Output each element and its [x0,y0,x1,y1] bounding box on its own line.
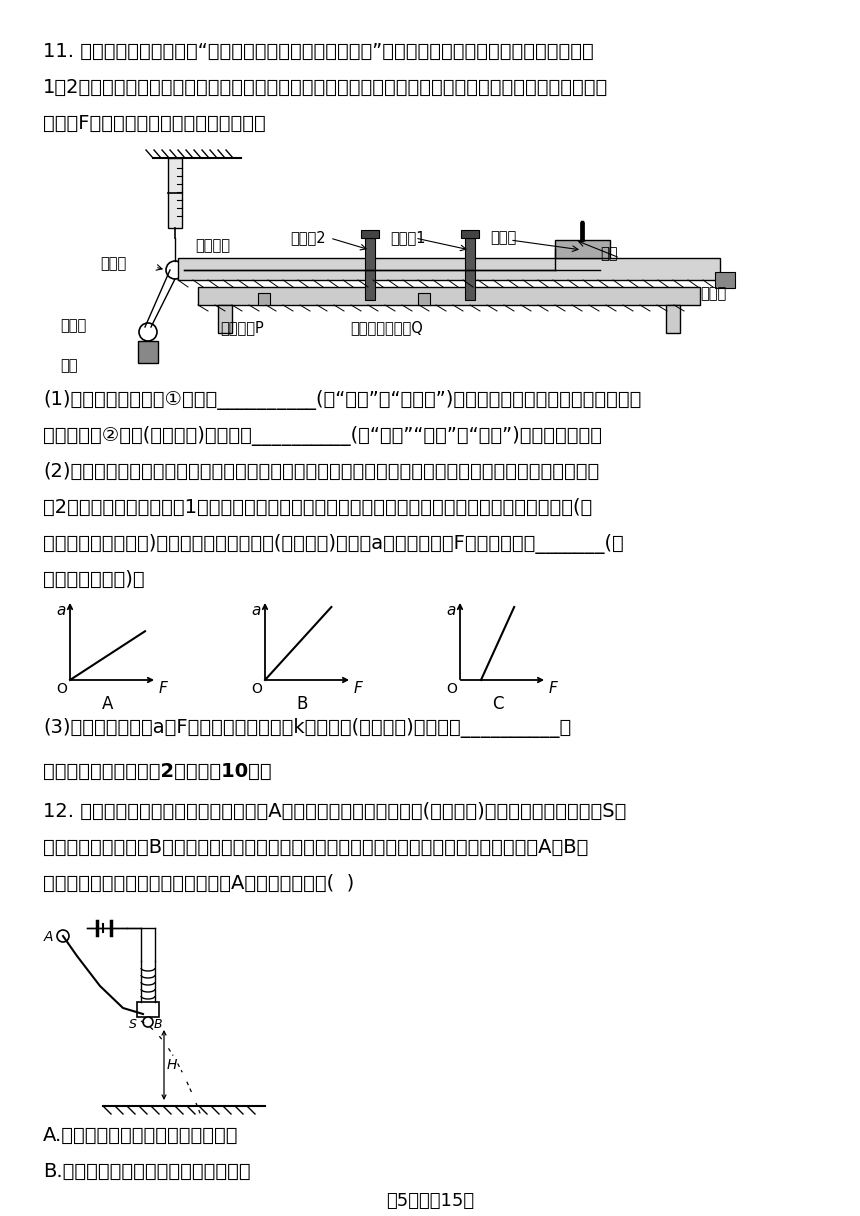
Text: 调节旋钮P: 调节旋钮P [220,320,264,334]
Text: 的示数F，不计细绳与滑轮之间的摩擦力。: 的示数F，不计细绳与滑轮之间的摩擦力。 [43,114,266,133]
Text: 刻度尺调节旋钮Q: 刻度尺调节旋钮Q [350,320,423,334]
Text: A: A [44,930,53,944]
Text: O: O [56,682,67,696]
Bar [361,230,379,238]
Text: (1)根据实验原理图，①实验中__________(填“需要”或“不需要”)保证钩码的质量远小于滑块和遮光条: (1)根据实验原理图，①实验中__________(填“需要”或“不需要”)保证… [43,390,642,410]
Bar [137,1002,159,1017]
Text: a: a [446,603,456,618]
Text: B: B [154,1018,163,1031]
Circle shape [143,1017,153,1028]
Text: 定滑轮: 定滑轮 [100,257,126,271]
Text: (2)某同学实验时，未挂细绳和钩码接通气源，推一下滑块使其从轨道右端向左运动，发现遮光条通过光电: (2)某同学实验时，未挂细绳和钩码接通气源，推一下滑块使其从轨道右端向左运动，发… [43,462,599,482]
Text: 连气源: 连气源 [700,286,726,302]
Text: (3)若该同学作出的a－F图像中图线的斜率为k，则滑块(含遮光条)的质量为__________。: (3)若该同学作出的a－F图像中图线的斜率为k，则滑块(含遮光条)的质量为___… [43,717,571,738]
Bar [168,158,182,229]
Text: O: O [446,682,457,696]
Circle shape [57,930,69,942]
Text: S: S [129,1018,137,1031]
Text: 光电门2: 光电门2 [290,230,326,244]
Bar [461,230,479,238]
Text: O: O [251,682,262,696]
Text: A: A [101,696,114,713]
Text: 球总是同时落地。该实验现象说明了A球在离开轨道后(  ): 球总是同时落地。该实验现象说明了A球在离开轨道后( ) [43,874,354,893]
Text: F: F [159,681,168,696]
Text: 1、2，滑块上固定一遮光条，通过绕过两个滑轮的细绳与弹簧秤相连，实验时改变钩码的质量，读出弹簧秤: 1、2，滑块上固定一遮光条，通过绕过两个滑轮的细绳与弹簧秤相连，实验时改变钩码的… [43,78,608,97]
Bar [465,238,475,300]
Text: 11. 某同学利用图示装置做“探究加速度与物体所受合力关系”的实验，在气垫导轨上安装了两个光电门: 11. 某同学利用图示装置做“探究加速度与物体所受合力关系”的实验，在气垫导轨上… [43,43,593,61]
Bar [580,223,584,240]
Bar [365,238,375,300]
Text: 他实验步骤没有失误)，则该同学作出的滑块(含遮光条)加速度a与弹簧秤拉力F的图像可能是_______(填: 他实验步骤没有失误)，则该同学作出的滑块(含遮光条)加速度a与弹簧秤拉力F的图像… [43,534,623,554]
Text: C: C [492,696,503,713]
Text: 四、实验题：本大题共2小题，共10分。: 四、实验题：本大题共2小题，共10分。 [43,762,272,781]
Bar [178,258,720,280]
Text: 气垫导轨: 气垫导轨 [195,238,230,253]
Text: 滑块: 滑块 [600,246,617,261]
Bar [218,305,232,333]
Text: 钩码: 钩码 [60,358,77,373]
Text: 12. 如图所示，在研究平抛运动时，小球A沿轨道滑下，离开轨道末端(末端水平)时撞开轻质接触式开关S，: 12. 如图所示，在研究平抛运动时，小球A沿轨道滑下，离开轨道末端(末端水平)时… [43,803,626,821]
Text: 动滑轮: 动滑轮 [60,319,86,333]
Bar [138,340,158,364]
Bar [555,240,610,258]
Text: B: B [297,696,308,713]
Text: 遮光条: 遮光条 [490,230,516,244]
Bar [258,293,270,305]
Text: 第5页，共15页: 第5页，共15页 [386,1192,474,1210]
Text: F: F [549,681,558,696]
Text: 图像下方的字母)。: 图像下方的字母)。 [43,570,144,589]
Text: a: a [57,603,66,618]
Text: 被电磁铁吸住的小球B同时自由下落。改变整个装置的高度做同样的实验，发现位于同一高度的A、B两: 被电磁铁吸住的小球B同时自由下落。改变整个装置的高度做同样的实验，发现位于同一高… [43,838,588,857]
Text: B.水平方向的分运动是匀加速直线运动: B.水平方向的分运动是匀加速直线运动 [43,1162,250,1181]
Bar [715,272,735,288]
Bar [418,293,430,305]
Text: a: a [252,603,261,618]
Text: F: F [354,681,363,696]
Bar [666,305,680,333]
Text: 的总质量；②滑块(含遮光条)的加速度__________(填“大于”“等于”或“小于”)钩码的加速度。: 的总质量；②滑块(含遮光条)的加速度__________(填“大于”“等于”或“… [43,426,602,446]
Text: H: H [167,1058,177,1073]
Text: 门2的时间大于通过光电门1的时间，该同学疏忽大意，未采取措施调节导轨，继续进行其他实验步骤(其: 门2的时间大于通过光电门1的时间，该同学疏忽大意，未采取措施调节导轨，继续进行其… [43,499,593,517]
Bar [198,287,700,305]
Text: A.水平方向的分运动是匀速直线运动: A.水平方向的分运动是匀速直线运动 [43,1126,238,1145]
Text: 光电门1: 光电门1 [390,230,426,244]
